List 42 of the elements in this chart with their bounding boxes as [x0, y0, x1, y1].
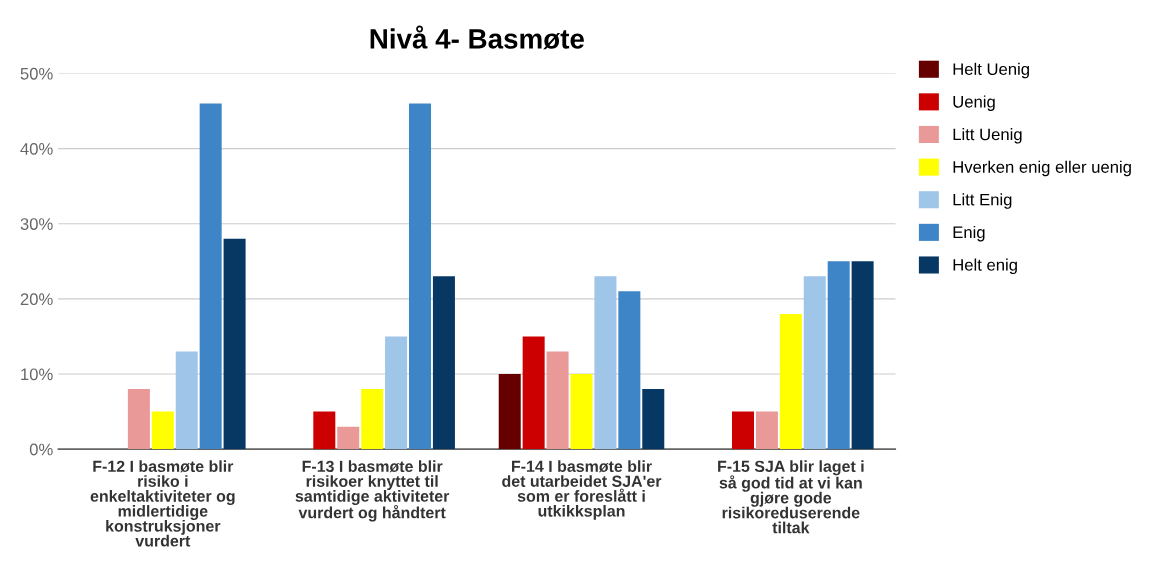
x-tick-label: F-13 I basmøte blir risikoer knyttet til samtidige aktiviteter vurdert og håndtert: [295, 460, 450, 522]
bar: [127, 389, 150, 450]
legend-label: Enig: [953, 225, 985, 242]
chart-title: Nivå 4- Basmøte: [370, 25, 584, 50]
bar: [642, 389, 665, 450]
y-tick-label: 50%: [20, 67, 53, 80]
legend-label: Uenig: [953, 95, 995, 111]
bar: [361, 389, 384, 450]
x-tick-label: F-12 I basmøte blir risiko i enkeltaktiviteter og midlertidige konstruksjoner vurdert: [90, 460, 235, 547]
legend-label: Hverken enig eller uenig: [953, 160, 1131, 177]
bar: [755, 411, 778, 450]
x-tick-label: F-14 I basmøte blir det utarbeidet SJA'er som er foreslått i utkikksplan: [502, 460, 662, 520]
bar: [223, 238, 246, 450]
bar: [385, 336, 408, 450]
bar: [199, 103, 222, 450]
bar: [175, 351, 198, 450]
bar: [851, 261, 874, 450]
bar: [498, 374, 521, 450]
legend-label: Helt Uenig: [953, 62, 1029, 79]
bar: [522, 336, 545, 450]
y-tick-label: 40%: [20, 143, 53, 155]
y-tick-label: 0%: [29, 443, 53, 456]
bar: [570, 374, 593, 450]
bar: [731, 411, 754, 450]
y-tick-label: 30%: [20, 218, 53, 230]
bar: [594, 276, 617, 450]
bar: [803, 276, 826, 450]
bar: [546, 351, 569, 450]
x-tick-label: F-15 SJA blir laget i så god tid at vi kan gjøre gode risikoreduserende tiltak: [718, 460, 864, 534]
bar: [337, 426, 360, 450]
legend-label: Litt Enig: [953, 193, 1012, 209]
bar: [618, 291, 641, 450]
bar: [827, 261, 850, 450]
legend-label: Helt enig: [953, 258, 1017, 275]
y-tick-label: 20%: [20, 293, 53, 306]
bar: [432, 276, 455, 450]
y-tick-label: 10%: [21, 368, 53, 381]
legend-label: Litt Uenig: [953, 128, 1022, 144]
bar: [409, 103, 432, 450]
bar: [779, 313, 802, 450]
bar: [151, 411, 174, 450]
bar: [313, 411, 336, 450]
